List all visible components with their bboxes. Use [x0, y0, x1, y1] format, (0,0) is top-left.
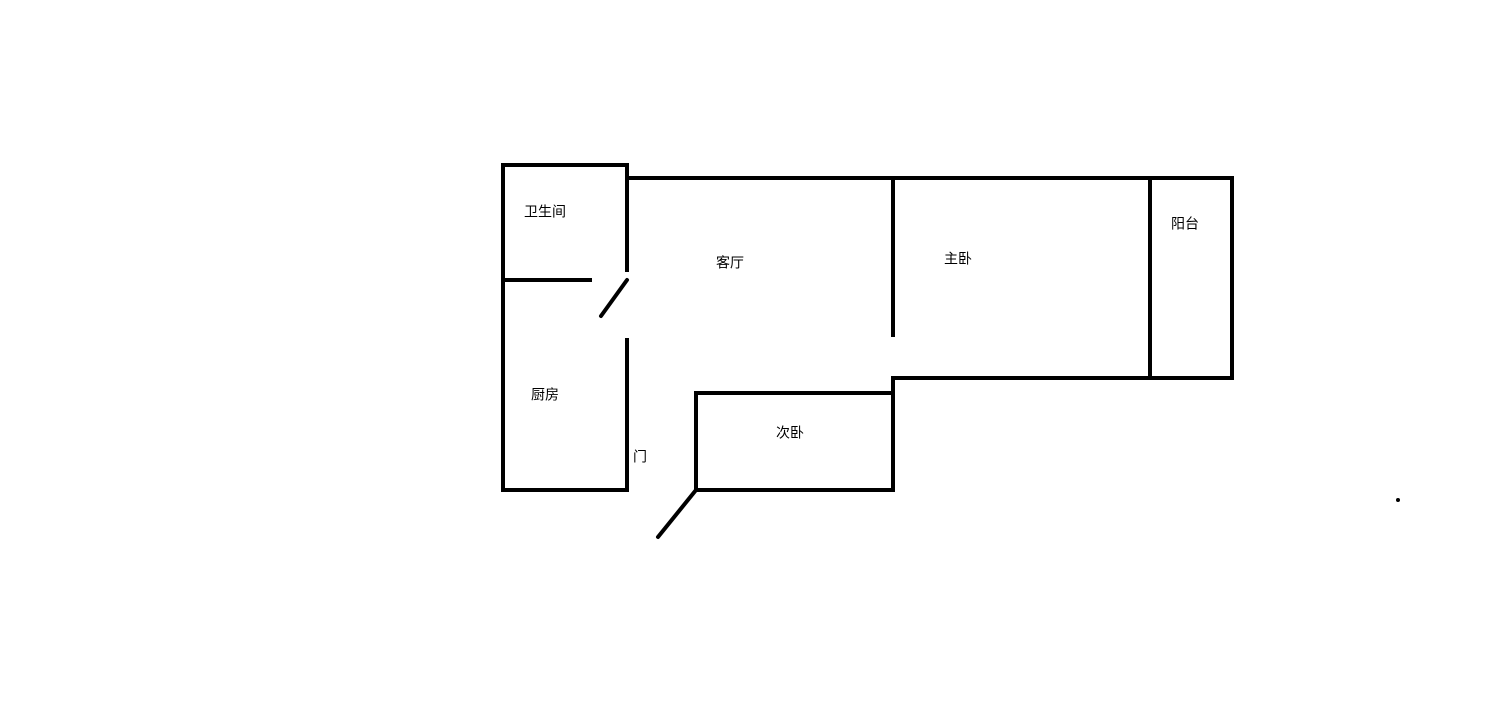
door-swing [658, 490, 696, 537]
label-living-room: 客厅 [716, 255, 744, 271]
door-swing [601, 280, 627, 316]
label-balcony: 阳台 [1171, 216, 1199, 232]
decorative-dot [1396, 498, 1400, 502]
floorplan-walls [503, 165, 1232, 490]
floorplan-door-swings [601, 280, 696, 537]
label-second-bedroom: 次卧 [776, 425, 804, 441]
label-bathroom: 卫生间 [524, 204, 566, 220]
label-kitchen: 厨房 [531, 387, 559, 403]
label-master-bedroom: 主卧 [944, 251, 972, 267]
floorplan-diagram: 卫生间 客厅 主卧 阳台 厨房 次卧 门 [0, 0, 1488, 701]
label-door: 门 [633, 449, 647, 465]
